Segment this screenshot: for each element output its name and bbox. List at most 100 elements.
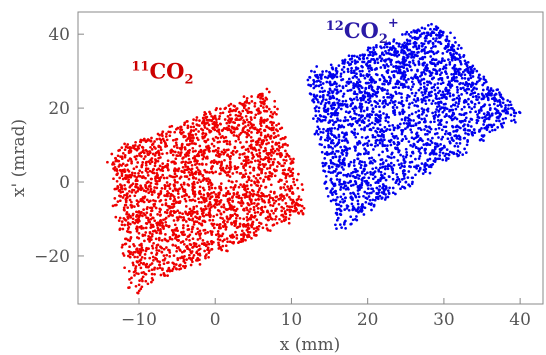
data-point [131, 217, 135, 221]
data-point [420, 91, 424, 94]
data-point [435, 37, 438, 40]
data-point [360, 90, 364, 94]
data-point [387, 96, 391, 99]
data-point [189, 125, 193, 129]
data-point [223, 238, 226, 242]
data-point [377, 127, 380, 131]
data-point [451, 108, 455, 112]
data-point [456, 79, 459, 83]
data-point [173, 184, 176, 188]
data-point [401, 169, 405, 173]
data-point [138, 169, 142, 173]
data-point [208, 129, 211, 132]
data-point [289, 157, 292, 161]
data-point [312, 78, 315, 82]
data-point [244, 114, 248, 118]
data-point [480, 106, 483, 109]
data-point [390, 152, 393, 156]
data-point [159, 208, 162, 211]
data-point [323, 157, 327, 160]
data-point [387, 139, 391, 143]
data-point [334, 155, 338, 159]
data-point [345, 207, 349, 210]
data-point [333, 184, 337, 187]
data-point [146, 188, 150, 191]
data-point [356, 185, 360, 188]
data-point [396, 71, 400, 75]
data-point [424, 151, 427, 155]
data-point [153, 164, 157, 168]
data-point [518, 111, 522, 115]
data-point [393, 103, 397, 107]
data-point [180, 161, 184, 164]
data-point [426, 132, 429, 136]
data-point [436, 91, 440, 95]
data-point [201, 239, 205, 242]
data-point [402, 78, 406, 81]
data-point [175, 146, 179, 149]
data-point [475, 121, 479, 125]
data-point [183, 249, 187, 253]
data-point [464, 131, 467, 135]
data-point [234, 139, 238, 143]
data-point [336, 216, 340, 220]
data-point [362, 74, 365, 77]
data-point [333, 152, 337, 156]
data-point [408, 61, 411, 64]
data-point [139, 266, 143, 270]
data-point [204, 116, 208, 120]
data-point [145, 207, 149, 211]
data-point [155, 249, 159, 252]
data-point [153, 219, 157, 223]
data-point [266, 215, 270, 219]
data-point [189, 243, 193, 247]
data-point [355, 215, 358, 218]
data-point [183, 261, 187, 265]
data-point [458, 151, 462, 154]
data-point [378, 130, 382, 134]
data-point [170, 237, 174, 241]
data-point [193, 193, 197, 196]
data-point [182, 224, 185, 227]
data-point [237, 110, 241, 114]
data-point [169, 209, 173, 213]
data-point [486, 87, 489, 91]
data-point [284, 212, 288, 216]
data-point [417, 46, 421, 50]
data-point [441, 135, 445, 139]
data-point [391, 94, 395, 98]
data-point [397, 65, 401, 69]
data-point [381, 51, 384, 55]
data-point [426, 83, 429, 87]
data-point [261, 199, 265, 203]
data-point [215, 198, 219, 202]
data-point [224, 207, 228, 211]
data-point [270, 123, 274, 127]
data-point [421, 44, 424, 48]
data-point [236, 214, 239, 218]
data-point [146, 282, 150, 286]
data-point [241, 193, 245, 197]
data-point [217, 117, 221, 121]
data-point [405, 96, 409, 100]
data-point [158, 263, 161, 267]
data-point [463, 73, 467, 77]
data-point [246, 230, 250, 234]
data-point [161, 173, 165, 177]
data-point [258, 151, 262, 155]
data-point [253, 104, 257, 108]
data-point [265, 227, 269, 230]
data-point [442, 144, 446, 148]
data-point [246, 128, 250, 132]
data-point [190, 227, 194, 231]
data-point [368, 156, 371, 160]
data-point [321, 70, 324, 73]
data-point [244, 184, 248, 188]
data-point [366, 171, 369, 175]
data-point [348, 147, 352, 150]
data-point [384, 196, 388, 199]
data-point [247, 106, 251, 110]
data-point [381, 186, 385, 190]
data-point [140, 171, 144, 174]
data-point [124, 145, 128, 148]
